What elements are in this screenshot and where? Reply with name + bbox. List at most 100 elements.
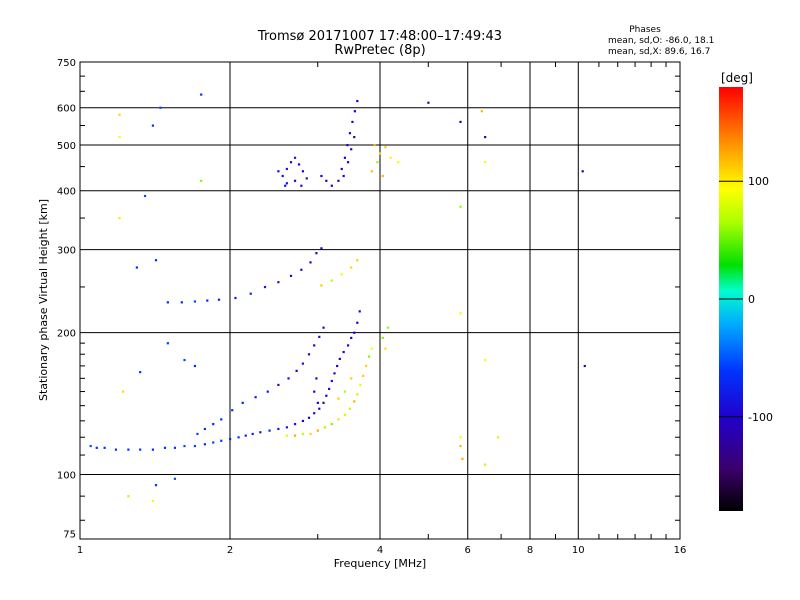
data-point-x [316,429,319,432]
data-point-x [350,266,353,269]
data-point-o [305,177,308,180]
data-point-o [289,274,293,277]
data-point-x [381,174,384,178]
data-point-x [337,418,340,421]
data-point-o [114,448,118,451]
data-point-x [356,393,359,396]
data-point-x [459,436,462,439]
data-point-o [173,477,177,480]
y-tick-label: 200 [57,329,76,340]
data-point-o [340,167,343,171]
data-point-o [180,301,183,304]
data-point-x [343,413,347,416]
data-point-x [122,390,125,393]
data-point-o [327,387,331,391]
data-point-o [217,298,221,301]
data-point-o [241,401,244,404]
data-point-o [318,335,321,338]
colorbar-tick-label: -100 [748,411,773,424]
data-point-o [356,321,359,324]
data-point-o [338,357,341,361]
data-point-o [166,301,169,304]
data-point-x [459,312,462,315]
data-point-o [277,170,280,173]
data-point-o [244,434,247,437]
data-point-x [370,347,373,350]
data-point-o [254,396,257,399]
data-point-o [135,266,138,269]
data-point-o [320,247,323,250]
data-point-o [231,409,234,412]
data-point-o [268,429,271,432]
colorbar-label: [deg] [721,71,753,85]
data-point-o [300,184,303,187]
data-point-x [293,434,297,437]
data-point-o [350,148,353,151]
data-point-x [365,364,368,368]
y-tick-label: 300 [57,246,76,257]
colorbar-tick-label: 100 [748,175,769,188]
data-point-o [333,372,336,375]
y-axis-label: Stationary phase Virtual Height [km] [37,199,50,401]
y-tick-label: 600 [57,104,76,115]
data-point-o [89,444,92,448]
data-point-o [325,179,328,182]
data-point-x [320,284,323,287]
data-point-o [346,161,350,164]
data-point-o [293,179,297,182]
data-point-o [581,170,584,173]
data-point-o [127,448,130,451]
y-tick-label: 500 [57,141,76,152]
data-point-o [297,163,301,166]
data-point-x [285,434,288,437]
phases-box-title: Phases [629,25,661,35]
data-point-o [159,106,162,109]
y-tick-label: 750 [57,58,76,69]
x-tick-label: 16 [674,545,687,556]
data-point-o [200,93,203,96]
data-point-o [139,448,142,451]
data-point-o [316,401,319,404]
data-point-x [386,326,390,329]
data-point-x [362,374,365,377]
data-point-x [200,179,203,182]
data-point-x [496,436,500,439]
data-point-o [343,156,347,159]
phases-box-line-o: mean, sd,O: -86.0, 18.1 [608,36,714,46]
data-point-x [118,217,121,220]
data-point-o [281,174,284,178]
data-point-x [353,400,356,403]
data-point-x [384,347,387,350]
data-point-o [313,390,316,393]
data-point-x [373,144,376,147]
data-point-o [237,436,240,439]
data-point-o [348,132,352,135]
data-point-o [295,369,298,372]
data-point-x [359,383,362,387]
data-point-o [183,358,186,362]
data-point-o [330,184,333,187]
data-point-o [277,427,280,431]
data-point-o [313,344,316,347]
data-point-o [285,426,288,429]
data-point-o [173,446,177,449]
data-point-o [293,423,297,426]
data-point-o [320,174,323,178]
data-point-x [459,205,462,208]
data-point-o [301,362,305,365]
y-tick-label: 75 [63,529,76,540]
data-point-o [193,444,197,448]
data-point-o [193,364,197,368]
data-point-o [315,377,318,380]
data-point-o [196,432,199,436]
data-point-o [484,135,487,139]
x-tick-label: 10 [572,545,585,556]
data-point-x [348,407,352,410]
chart-title: Tromsø 20171007 17:48:00–17:49:43 [257,29,502,44]
data-point-x [340,273,343,276]
data-point-x [397,161,400,164]
data-point-o [309,261,312,264]
data-point-o [307,416,311,419]
y-tick-label: 400 [57,187,76,198]
